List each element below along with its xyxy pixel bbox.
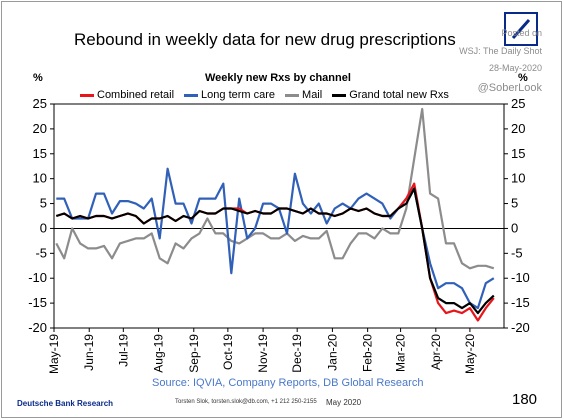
legend-item-combined-retail: Combined retail — [80, 89, 174, 101]
chart-legend: Combined retail Long term care Mail Gran… — [80, 88, 459, 102]
page-number: 180 — [512, 391, 538, 408]
y-axis-right-unit: % — [518, 72, 528, 84]
footer-contact: Torsten Slok, torsten.slok@db.com, +1 21… — [175, 399, 317, 405]
watermark-posted: Posted on — [501, 28, 542, 38]
legend-item-mail: Mail — [285, 89, 322, 101]
watermark-source: WSJ: The Daily Shot — [459, 46, 542, 56]
legend-swatch-grand-total — [332, 93, 347, 97]
legend-swatch-combined-retail — [80, 93, 94, 97]
chart-source: Source: IQVIA, Company Reports, DB Globa… — [152, 377, 424, 389]
watermark-date: 28-May-2020 — [488, 63, 542, 73]
chart-title: Weekly new Rxs by channel — [205, 72, 351, 84]
footer-date: May 2020 — [326, 398, 362, 407]
page-title: Rebound in weekly data for new drug pres… — [74, 30, 456, 49]
legend-swatch-mail — [285, 93, 300, 97]
legend-label-mail: Mail — [302, 89, 323, 101]
legend-label-long-term-care: Long term care — [201, 89, 276, 101]
legend-item-grand-total: Grand total new Rxs — [332, 89, 449, 101]
legend-label-grand-total: Grand total new Rxs — [349, 89, 449, 101]
footer-brand: Deutsche Bank Research — [17, 399, 114, 408]
watermark-handle: @SoberLook — [477, 82, 542, 94]
y-axis-left-unit: % — [33, 72, 43, 84]
legend-item-long-term-care: Long term care — [184, 89, 275, 101]
legend-label-combined-retail: Combined retail — [97, 89, 175, 101]
deutsche-bank-logo — [504, 12, 538, 46]
legend-swatch-long-term-care — [184, 93, 199, 97]
